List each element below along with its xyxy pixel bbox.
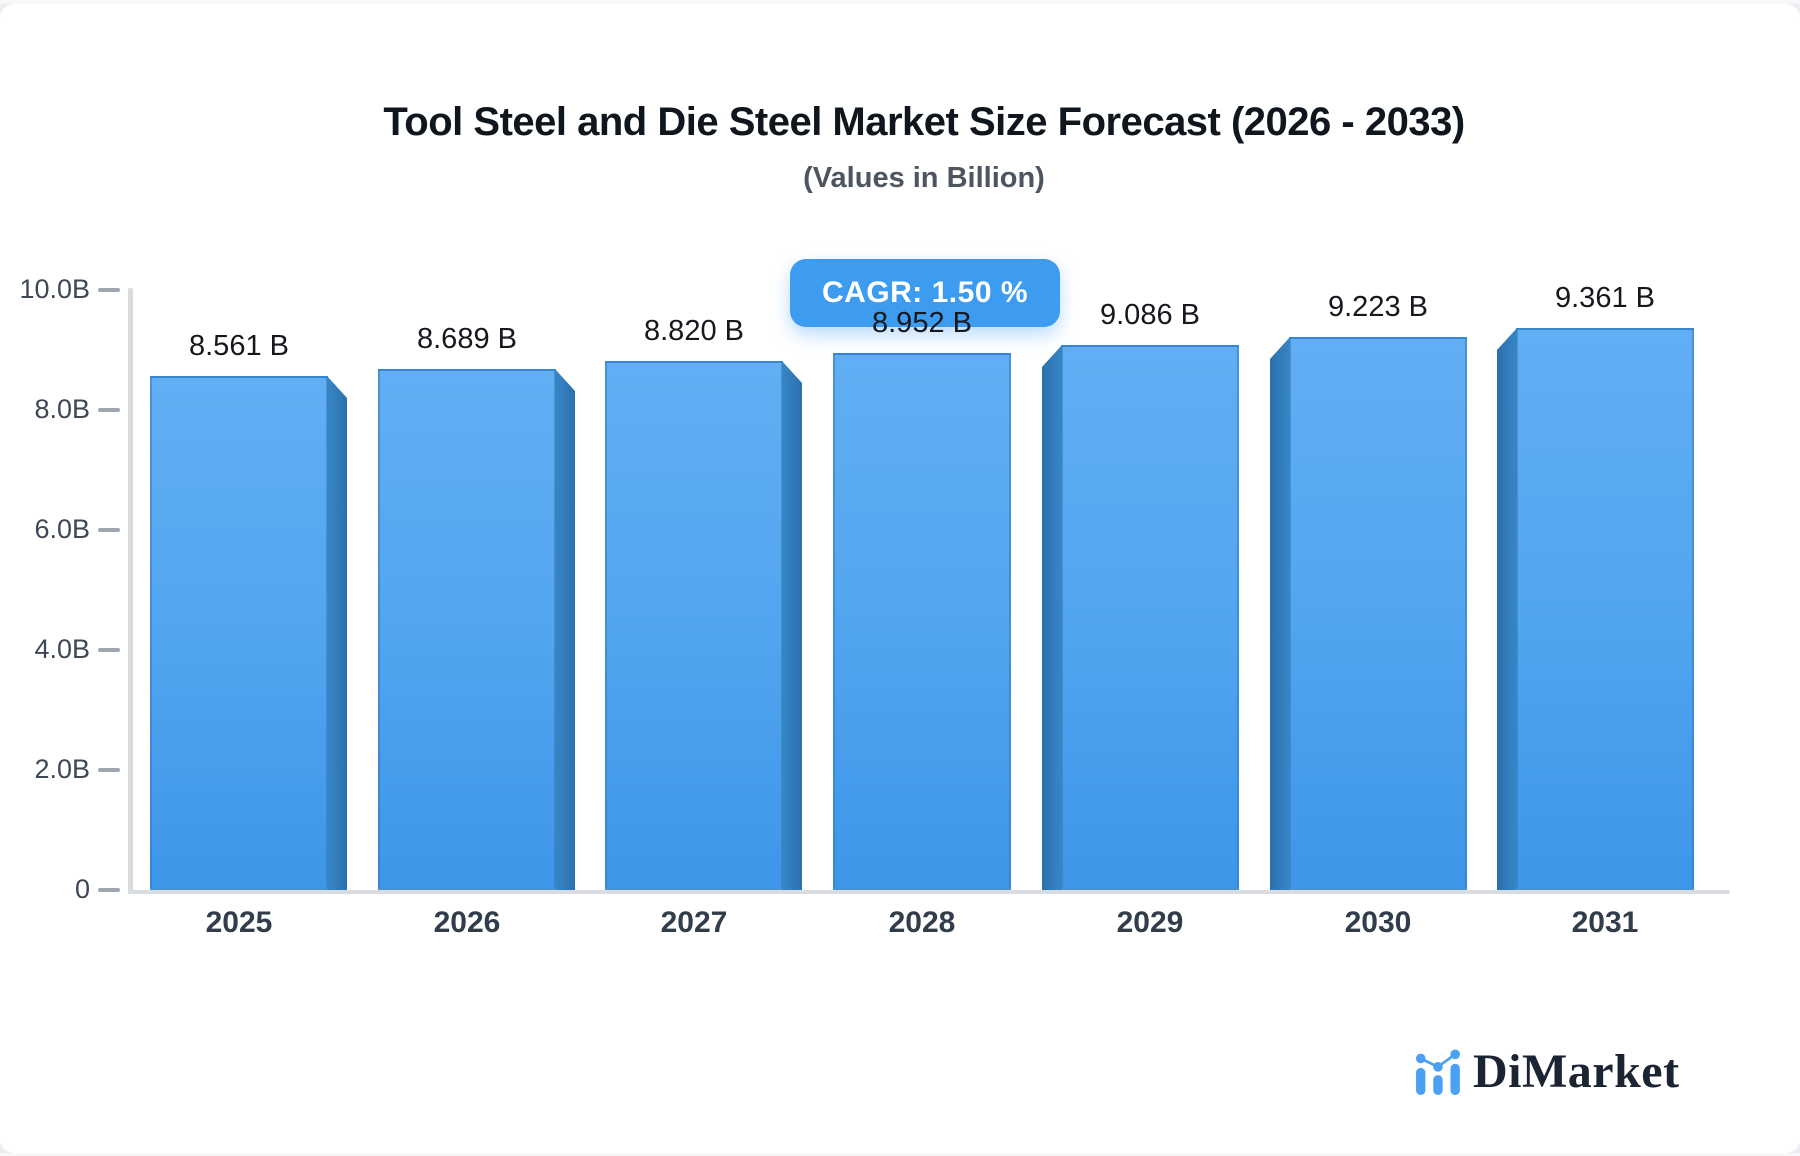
y-axis-line [128,288,133,894]
bar-value-label: 8.820 B [644,315,744,347]
chart-title: Tool Steel and Die Steel Market Size For… [383,100,1465,144]
x-axis-label: 2028 [888,906,956,939]
y-axis-tick-mark [98,648,120,652]
bar-3d-side [1497,328,1517,890]
x-axis-label: 2031 [1571,906,1639,939]
y-axis-tick-label: 8.0B [34,394,90,424]
x-axis-label: 2030 [1344,906,1412,939]
chart-subtitle: (Values in Billion) [803,162,1045,194]
bar-2026[interactable] [378,369,556,890]
bar-2025[interactable] [150,376,328,890]
x-axis-line [128,890,1730,894]
x-axis-label: 2029 [1116,906,1184,939]
bar-2027[interactable] [605,361,783,890]
page-edge-bottom [0,1153,1800,1156]
y-axis-tick-label: 2.0B [34,754,90,784]
x-axis-label: 2027 [660,906,728,939]
bar-chart-logo-icon [1415,1049,1460,1095]
bar-value-label: 8.952 B [872,307,972,339]
x-axis-label: 2026 [433,906,501,939]
bar-value-label: 9.086 B [1100,299,1200,331]
bar-3d-side [782,361,802,890]
y-axis-tick-mark [98,408,120,412]
bar-2031[interactable] [1516,328,1694,890]
bar-3d-side [1270,337,1290,890]
y-axis-tick-mark [98,888,120,892]
bar-value-label: 9.361 B [1555,282,1655,314]
x-axis-label: 2025 [205,906,273,939]
bar-value-label: 8.561 B [189,330,289,362]
y-axis-tick-mark [98,528,120,532]
chart-card: Tool Steel and Die Steel Market Size For… [0,4,1800,1153]
y-axis-tick-label: 10.0B [19,274,90,304]
bar-3d-side [327,376,347,890]
y-axis-tick-mark [98,768,120,772]
bar-value-label: 8.689 B [417,323,517,355]
cagr-badge: CAGR: 1.50 % [790,259,1060,327]
y-axis-tick-mark [98,288,120,292]
y-axis-tick-label: 6.0B [34,514,90,544]
brand-name: DiMarket [1473,1044,1680,1098]
bar-3d-side [1042,345,1062,890]
bar-3d-side [555,369,575,890]
y-axis-tick-label: 4.0B [34,634,90,664]
y-axis-tick-label: 0 [74,874,90,904]
bar-value-label: 9.223 B [1328,291,1428,323]
bar-2029[interactable] [1061,345,1239,890]
page-edge-top [0,0,1800,4]
bar-2028[interactable] [833,353,1011,890]
bar-2030[interactable] [1289,337,1467,890]
brand-logo[interactable]: DiMarket [1415,1040,1680,1102]
cagr-badge-label: CAGR: 1.50 % [821,276,1029,309]
